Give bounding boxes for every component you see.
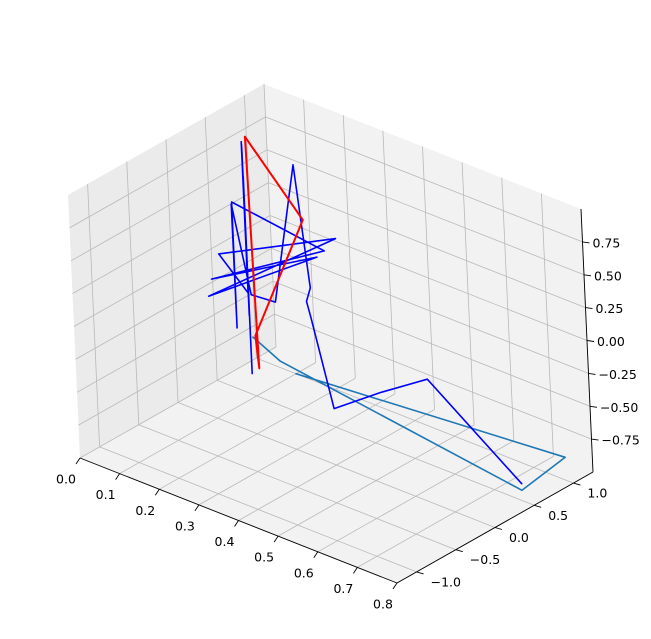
- y-tick-label: −1.0: [431, 574, 461, 589]
- x-tick-mark: [313, 551, 319, 559]
- x-tick-label: 0.4: [215, 534, 235, 549]
- z-grid-leftwall: [75, 248, 272, 360]
- z-tick-mark: [586, 340, 595, 342]
- z-tick-mark: [589, 405, 598, 408]
- y-grid-floor: [256, 357, 574, 484]
- y-tick-label: 1.0: [587, 486, 607, 501]
- x-tick-label: 0.7: [333, 581, 353, 596]
- x-tick-label: 0.2: [135, 503, 155, 518]
- series-line-1: [252, 336, 567, 492]
- z-tick-label: 0.00: [597, 334, 625, 349]
- z-tick-label: 0.75: [593, 235, 621, 250]
- y-tick-mark: [455, 549, 463, 553]
- z-grid-leftwall: [78, 313, 275, 426]
- z-tick-label: −0.50: [600, 400, 638, 415]
- y-tick-label: −0.5: [470, 552, 500, 567]
- y-tick-mark: [573, 482, 581, 486]
- z-grid-leftwall: [76, 280, 274, 393]
- tick-labels: 0.0 0.1 0.2 0.3 0.4 0.5 0.6 0.7 0.8 −1.0 −0.5 0.0 0.…: [56, 235, 640, 611]
- y-grid-floor: [217, 379, 535, 506]
- z-tick-label: 0.50: [594, 268, 622, 283]
- x-tick-mark: [75, 457, 81, 465]
- y-tick-mark: [416, 571, 424, 575]
- y-tick-label: 0.5: [548, 508, 568, 523]
- x-tick-mark: [234, 520, 239, 527]
- x-tick-label: 0.8: [373, 597, 393, 612]
- z-tick-mark: [582, 241, 590, 244]
- z-tick-label: −0.25: [599, 367, 637, 382]
- z-tick-label: 0.25: [596, 301, 624, 316]
- x-tick-label: 0.1: [96, 487, 116, 502]
- z-tick-mark: [585, 307, 593, 310]
- z-grid-backwall: [274, 313, 592, 440]
- z-tick-mark: [588, 372, 596, 375]
- z-grid-backwall: [272, 280, 591, 407]
- z-tick-label: −0.75: [602, 433, 640, 448]
- z-grid-leftwall: [69, 116, 266, 229]
- y-grid-floor: [138, 424, 456, 551]
- grid-lines: [69, 83, 594, 584]
- x-tick-label: 0.6: [294, 565, 314, 580]
- x-tick-mark: [353, 567, 358, 574]
- x-tick-label: 0.3: [175, 518, 195, 533]
- x-tick-mark: [154, 489, 160, 496]
- z-grid-backwall: [269, 215, 588, 341]
- series-line-3: [243, 135, 304, 370]
- y-tick-mark: [534, 504, 542, 508]
- z-tick-mark: [591, 438, 599, 441]
- x-tick-label: 0.0: [56, 472, 76, 487]
- series-line-2: [207, 140, 523, 485]
- z-grid-backwall: [266, 149, 585, 276]
- y-grid-floor: [99, 446, 417, 573]
- data-series: [207, 135, 567, 492]
- z-grid-backwall: [271, 248, 589, 374]
- x-tick-mark: [194, 504, 200, 512]
- x-tick-mark: [115, 473, 120, 480]
- x-tick-label: 0.5: [254, 550, 274, 565]
- x-tick-mark: [392, 582, 398, 590]
- z-grid-leftwall: [70, 149, 268, 262]
- z-grid-backwall: [268, 182, 586, 308]
- y-grid-floor: [177, 402, 496, 528]
- x-tick-mark: [273, 535, 279, 543]
- z-grid-leftwall: [72, 182, 269, 294]
- z-tick-mark: [583, 274, 592, 277]
- y-tick-label: 0.0: [509, 530, 529, 545]
- y-tick-mark: [494, 527, 503, 530]
- z-grid-backwall: [265, 116, 583, 243]
